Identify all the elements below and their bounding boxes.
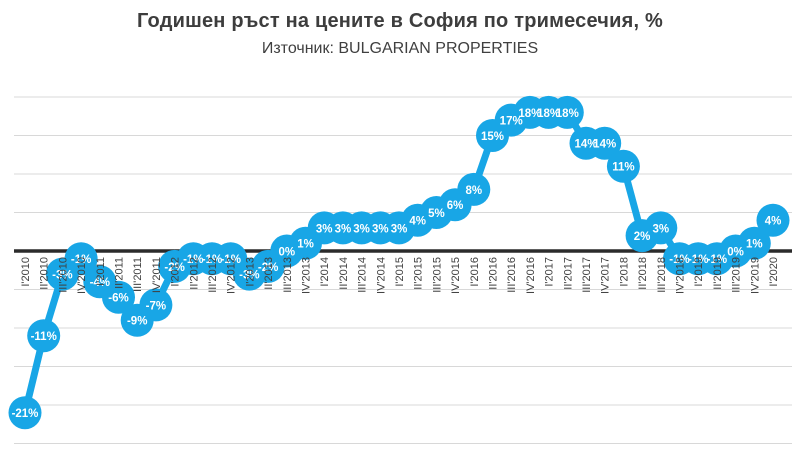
- x-axis-label: II'2014: [338, 257, 350, 290]
- data-point-label: 4%: [409, 216, 426, 228]
- data-point-label: 18%: [556, 108, 579, 120]
- data-point-label: 17%: [500, 115, 523, 127]
- data-point-label: -1%: [707, 254, 727, 266]
- x-axis-label: IV'2015: [450, 257, 462, 294]
- data-point-marker: [550, 95, 584, 129]
- data-point-label: -1%: [202, 254, 222, 266]
- data-point-label: 14%: [574, 139, 597, 151]
- x-axis-label: II'2016: [488, 257, 500, 290]
- data-point-label: 2%: [634, 231, 651, 243]
- data-point-marker: [27, 319, 61, 353]
- x-axis-label: II'2018: [637, 257, 649, 290]
- data-point-label: 4%: [765, 216, 782, 228]
- data-point-label: -1%: [669, 254, 689, 266]
- x-axis-label: IV'2017: [600, 257, 612, 294]
- data-point-label: -6%: [108, 293, 128, 305]
- x-axis-label: IV'2010: [76, 257, 88, 294]
- x-axis-label: II'2012: [188, 257, 200, 290]
- x-axis-label: II'2017: [562, 257, 574, 290]
- data-point-label: 3%: [316, 223, 333, 235]
- data-point-marker: [588, 126, 622, 160]
- x-axis-label: I'2015: [394, 257, 406, 287]
- x-axis-label: III'2015: [431, 257, 443, 293]
- data-point-label: -4%: [90, 277, 110, 289]
- data-point-label: -3%: [239, 269, 259, 281]
- data-point-label: 3%: [353, 223, 370, 235]
- x-axis-label: III'2013: [282, 257, 294, 293]
- data-point-label: 11%: [612, 162, 634, 174]
- x-axis-label: IV'2019: [749, 257, 761, 294]
- data-point-marker: [756, 203, 790, 237]
- data-point-marker: [644, 211, 678, 245]
- x-axis-label: I'2012: [170, 257, 182, 287]
- x-axis-label: III'2014: [357, 257, 369, 293]
- data-point-label: 18%: [518, 108, 541, 120]
- data-point-label: 1%: [297, 239, 314, 251]
- data-point-label: 6%: [447, 200, 464, 212]
- x-axis-label: IV'2011: [151, 257, 163, 293]
- data-point-label: -2%: [258, 262, 278, 274]
- data-point-label: 1%: [746, 239, 763, 251]
- x-axis-label: III'2017: [581, 257, 593, 293]
- chart-title: Годишен ръст на цените в София по тримес…: [137, 10, 663, 32]
- x-axis-label: III'2010: [57, 257, 69, 293]
- x-axis-label: IV'2014: [375, 257, 387, 294]
- data-point-marker: [64, 242, 98, 276]
- data-point-label: -7%: [146, 300, 166, 312]
- data-point-label: 3%: [652, 223, 669, 235]
- data-point-marker: [737, 226, 771, 260]
- data-point-label: -1%: [220, 254, 240, 266]
- data-point-marker: [102, 280, 135, 314]
- data-point-label: 3%: [335, 223, 352, 235]
- data-point-label: -2%: [164, 262, 184, 274]
- x-axis-label: I'2017: [544, 257, 556, 287]
- data-point-label: 15%: [481, 131, 504, 143]
- data-point-label: 0%: [727, 246, 744, 258]
- data-point-marker: [606, 149, 640, 183]
- data-point-label: -1%: [688, 254, 708, 266]
- x-axis-label: I'2011: [95, 257, 107, 286]
- x-axis-label: III'2011: [132, 257, 144, 292]
- chart-header: Годишен ръст на цените в София по тримес…: [0, 10, 800, 58]
- x-axis-label: I'2010: [20, 257, 32, 287]
- x-axis-label: II'2011: [114, 257, 126, 289]
- x-axis-label: I'2020: [768, 257, 780, 287]
- data-point-label: 14%: [593, 139, 616, 151]
- data-point-label: 3%: [372, 223, 389, 235]
- data-point-label: 18%: [537, 108, 560, 120]
- chart-source-subtitle: Източник: BULGARIAN PROPERTIES: [261, 40, 539, 57]
- x-axis-label: I'2019: [693, 257, 705, 287]
- x-axis-label: III'2019: [731, 257, 743, 293]
- x-axis-label: III'2018: [656, 257, 668, 293]
- x-axis-label: IV'2012: [226, 257, 238, 294]
- x-axis-label: IV'2016: [525, 257, 537, 294]
- x-axis-label: II'2010: [39, 257, 51, 290]
- data-point-label: -1%: [71, 254, 91, 266]
- x-axis-label: I'2016: [469, 257, 481, 287]
- data-point-label: 3%: [391, 223, 408, 235]
- data-point-label: -11%: [31, 331, 57, 343]
- data-point-label: -3%: [52, 269, 72, 281]
- x-axis-label: II'2015: [413, 257, 425, 290]
- data-point-label: 0%: [278, 246, 295, 258]
- data-point-marker: [457, 172, 491, 206]
- x-axis-label: III'2012: [207, 257, 219, 293]
- x-axis-label: II'2013: [263, 257, 275, 290]
- x-axis-label: III'2016: [506, 257, 518, 293]
- data-point-label: 8%: [465, 185, 482, 197]
- data-point-marker: [139, 288, 173, 322]
- data-point-marker: [8, 396, 42, 430]
- x-axis-label: I'2013: [244, 257, 256, 287]
- x-axis-label: I'2018: [618, 257, 630, 287]
- x-axis-label: IV'2013: [301, 257, 313, 294]
- x-axis-label: IV'2018: [675, 257, 687, 294]
- data-point-label: -9%: [127, 316, 147, 328]
- data-point-label: -1%: [183, 254, 203, 266]
- x-axis-label: I'2014: [319, 257, 331, 287]
- data-point-label: 5%: [428, 208, 445, 220]
- data-point-label: -21%: [12, 408, 39, 420]
- x-axis-label: II'2019: [712, 257, 724, 290]
